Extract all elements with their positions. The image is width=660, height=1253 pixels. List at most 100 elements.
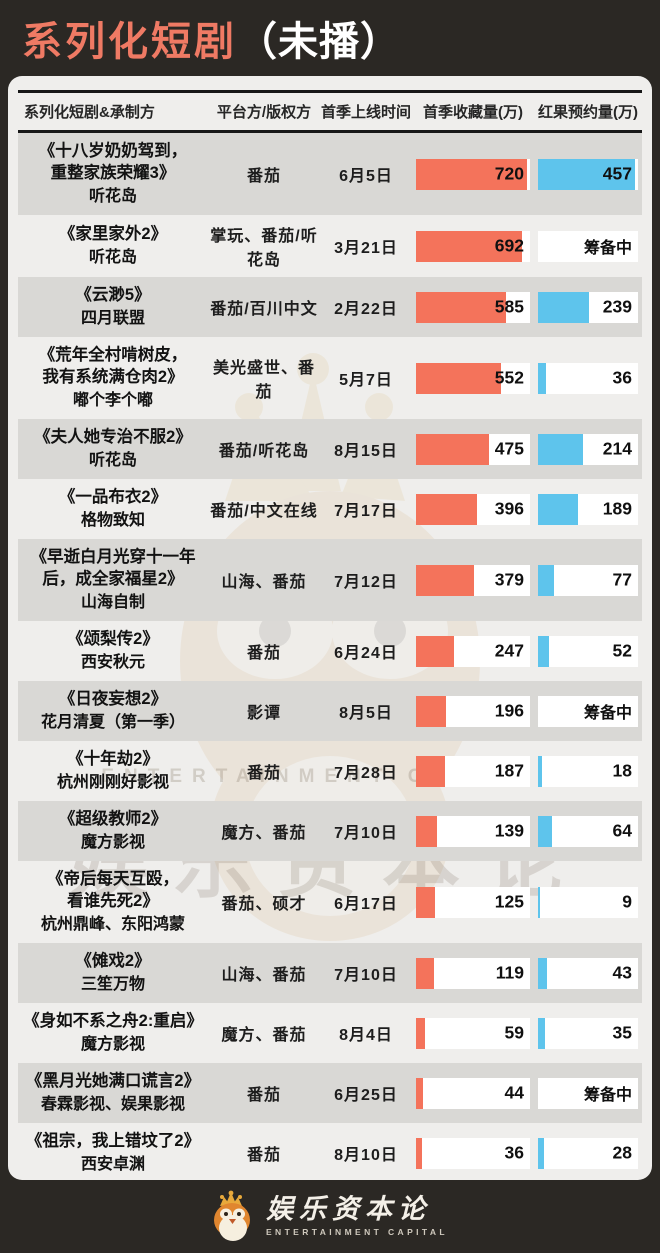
reserve-value: 214 [602, 438, 632, 459]
reserve-bar: 457 [534, 158, 642, 190]
platform-name: 番茄/百川中文 [210, 301, 318, 318]
release-date: 7月28日 [334, 765, 398, 782]
producer-name: 花月清夏（第一季） [40, 714, 185, 731]
table-row: 《帝后每天互殴， 看谁先死2》 杭州鼎峰、东阳鸿蒙 番茄、硕才 6月17日 12… [18, 861, 642, 943]
release-date: 8月4日 [339, 1027, 393, 1044]
collect-bar: 552 [412, 362, 534, 394]
collect-bar: 247 [412, 635, 534, 667]
drama-title-line1: 《身如不系之舟2:重启》 [23, 1012, 203, 1030]
collect-bar-fill [416, 1137, 422, 1169]
reserve-bar: 9 [534, 886, 642, 918]
producer-name: 杭州鼎峰、东阳鸿蒙 [40, 916, 185, 933]
col-header-collect: 首季收藏量(万) [423, 104, 523, 121]
collect-bar: 125 [412, 886, 534, 918]
collect-bar-track: 552 [416, 362, 530, 394]
table-row: 《颂梨传2》 西安秋元 番茄 6月24日 247 52 [18, 621, 642, 681]
reserve-bar-fill [538, 158, 635, 190]
reserve-bar: 36 [534, 362, 642, 394]
drama-title-cell: 《十年劫2》 杭州刚刚好影视 [18, 748, 208, 794]
reserve-value: 35 [612, 1022, 632, 1043]
reserve-bar: 239 [534, 291, 642, 323]
reserve-bar-fill [538, 957, 548, 989]
collect-bar-track: 125 [416, 886, 530, 918]
table-row: 《云渺5》 四月联盟 番茄/百川中文 2月22日 585 239 [18, 277, 642, 337]
producer-name: 听花岛 [88, 452, 137, 469]
table-row: 《祖宗，我上错坟了2》 西安卓渊 番茄 8月10日 36 28 [18, 1123, 642, 1180]
drama-title-cell: 《日夜妄想2》 花月清夏（第一季） [18, 688, 208, 734]
reserve-bar-fill [538, 886, 540, 918]
reserve-bar: 214 [534, 433, 642, 465]
collect-bar-fill [416, 564, 475, 596]
release-date: 7月12日 [334, 574, 398, 591]
collect-bar: 187 [412, 755, 534, 787]
drama-title-cell: 《黑月光她满口谎言2》 春霖影视、娱果影视 [18, 1070, 208, 1116]
reserve-bar-track: 43 [538, 957, 638, 989]
drama-title-line1: 《早逝白月光穿十一年 [30, 548, 196, 566]
drama-table: 系列化短剧&承制方 平台方/版权方 首季上线时间 首季收藏量(万) 红果预约量(… [18, 90, 642, 1180]
collect-bar-fill [416, 433, 489, 465]
collect-bar-fill [416, 886, 436, 918]
collect-bar-fill [416, 362, 501, 394]
collect-bar: 44 [412, 1077, 534, 1109]
reserve-bar-track: 36 [538, 362, 638, 394]
drama-title-cell: 《颂梨传2》 西安秋元 [18, 628, 208, 674]
drama-title-line1: 《十年劫2》 [67, 750, 159, 768]
collect-value: 585 [494, 296, 524, 317]
reserve-value: 52 [612, 640, 632, 661]
collect-bar: 585 [412, 291, 534, 323]
release-date: 7月10日 [334, 967, 398, 984]
mascot-logo-icon [213, 1190, 250, 1241]
collect-value: 692 [494, 235, 524, 256]
reserve-value: 筹备中 [583, 705, 632, 722]
reserve-bar: 43 [534, 957, 642, 989]
platform-name: 山海、番茄 [221, 967, 307, 984]
collect-bar-fill [416, 158, 527, 190]
producer-name: 格物致知 [80, 512, 145, 529]
table-row: 《家里家外2》 听花岛 掌玩、番茄/听花岛 3月21日 692 筹备中 [18, 215, 642, 277]
collect-bar-track: 36 [416, 1137, 530, 1169]
table-row: 《荒年全村啃树皮， 我有系统满仓肉2》 嘟个李个嘟 美光盛世、番茄 5月7日 5… [18, 337, 642, 419]
producer-name: 嘟个李个嘟 [72, 392, 153, 409]
reserve-bar-fill [538, 635, 550, 667]
reserve-bar: 18 [534, 755, 642, 787]
collect-bar-track: 475 [416, 433, 530, 465]
collect-bar-track: 379 [416, 564, 530, 596]
release-date: 8月5日 [339, 705, 393, 722]
reserve-bar-track: 28 [538, 1137, 638, 1169]
collect-bar-fill [416, 1017, 426, 1049]
producer-name: 春霖影视、娱果影视 [40, 1096, 185, 1113]
release-date: 2月22日 [334, 301, 398, 318]
collect-value: 379 [494, 569, 524, 590]
collect-value: 44 [504, 1082, 524, 1103]
drama-title-cell: 《身如不系之舟2:重启》 魔方影视 [18, 1010, 208, 1056]
producer-name: 山海自制 [80, 594, 145, 611]
collect-bar: 196 [412, 695, 534, 727]
drama-title-line1: 《祖宗，我上错坟了2》 [25, 1132, 201, 1150]
drama-title-line1: 《家里家外2》 [58, 225, 168, 243]
reserve-bar-fill [538, 433, 584, 465]
release-date: 3月21日 [334, 240, 398, 257]
drama-title-cell: 《家里家外2》 听花岛 [18, 223, 208, 269]
collect-value: 119 [495, 962, 524, 983]
drama-title-line2: 后，成全家福星2》 [42, 570, 184, 588]
producer-name: 听花岛 [88, 249, 137, 266]
col-header-date: 首季上线时间 [320, 104, 411, 121]
platform-name: 番茄 [246, 168, 281, 185]
platform-name: 山海、番茄 [221, 574, 307, 591]
release-date: 6月24日 [334, 645, 398, 662]
table-row: 《身如不系之舟2:重启》 魔方影视 魔方、番茄 8月4日 59 35 [18, 1003, 642, 1063]
collect-bar-fill [416, 957, 435, 989]
reserve-bar-fill [538, 493, 579, 525]
reserve-bar-fill [538, 1137, 544, 1169]
reserve-bar: 77 [534, 564, 642, 596]
drama-title-cell: 《帝后每天互殴， 看谁先死2》 杭州鼎峰、东阳鸿蒙 [18, 868, 208, 936]
collect-bar-fill [416, 815, 438, 847]
reserve-bar-fill [538, 1017, 546, 1049]
table-row: 《十八岁奶奶驾到， 重整家族荣耀3》 听花岛 番茄 6月5日 720 457 [18, 133, 642, 215]
reserve-bar: 筹备中 [534, 695, 642, 727]
reserve-bar-fill [538, 755, 542, 787]
reserve-bar: 189 [534, 493, 642, 525]
reserve-bar-track: 52 [538, 635, 638, 667]
release-date: 6月5日 [339, 168, 393, 185]
drama-title-cell: 《夫人她专治不服2》 听花岛 [18, 426, 208, 472]
